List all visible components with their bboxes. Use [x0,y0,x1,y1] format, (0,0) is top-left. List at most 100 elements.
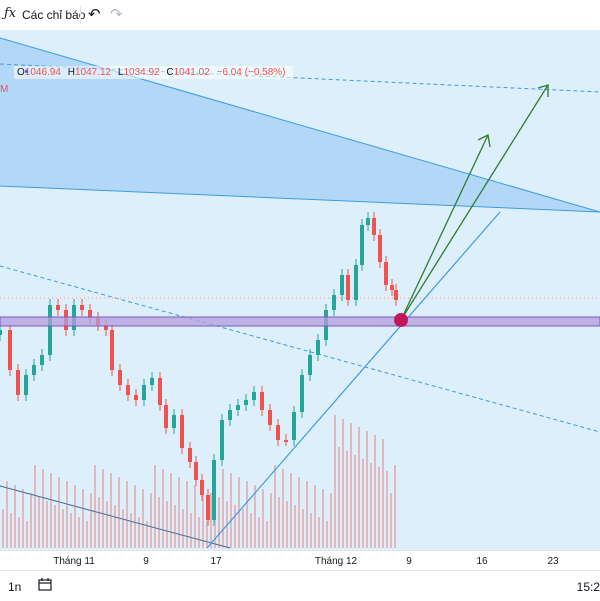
volume-bar [34,465,36,548]
symbol-fragment: M [0,84,9,95]
candle-body [16,370,20,395]
candle-body [118,370,122,385]
volume-bar [246,481,248,548]
volume-bar [202,489,204,548]
x-tick-label: 9 [406,556,412,567]
volume-bar [378,467,380,548]
volume-bar [14,485,16,548]
dashed-mid-line [0,265,600,433]
volume-bar [38,497,40,548]
volume-bar [118,477,120,548]
volume-bar [50,473,52,548]
open-value: 1046.94 [24,67,61,78]
volume-bar [90,493,92,548]
volume-bar [126,481,128,548]
volume-bar [54,505,56,548]
redo-icon[interactable]: ↷ [110,6,123,23]
volume-bar [318,517,320,548]
high-value: 1047.12 [74,67,112,78]
projection-arrow-2 [400,84,549,321]
volume-bar [330,493,332,548]
projection-arrow-1-head [477,134,491,148]
ascending-trend-line [206,211,501,549]
volume-bar [110,473,112,548]
volume-bar [302,509,304,548]
volume-bar [210,493,212,548]
volume-bar [354,455,356,548]
volume-bar [138,517,140,548]
volume-bar [66,481,68,548]
volume-bar [346,451,348,548]
projection-arrow-2-head [537,84,549,97]
range-button[interactable]: 1n [8,580,22,594]
projection-arrow-1 [400,134,489,321]
candle-body [366,218,370,225]
volume-bar [190,513,192,548]
candle-body [8,330,12,370]
ohlc-legend: O1046.94 H1047.12 L1034.92 C1041.02 −6.0… [14,66,293,79]
volume-bar [394,465,396,548]
candle-body [346,275,350,300]
volume-bar [294,505,296,548]
candle-body [194,462,198,480]
volume-bar [82,489,84,548]
candle-body [252,392,256,400]
volume-bar [166,501,168,548]
volume-bar [70,513,72,548]
volume-bar [26,521,28,548]
volume-bar [274,465,276,548]
volume-bar [262,489,264,548]
undo-icon[interactable]: ↶ [88,6,101,23]
volume-bar [86,521,88,548]
volume-bar [338,447,340,548]
candle-body [134,395,138,400]
time-axis[interactable]: Tháng 11 9 17 Tháng 12 9 16 23 [0,550,600,571]
volume-bar [218,497,220,548]
volume-bar [314,485,316,548]
volume-bar [238,477,240,548]
volume-bar [186,481,188,548]
candles [0,212,398,526]
channel-lower-line [0,185,600,213]
candle-body [236,405,240,410]
candle-body [110,330,114,370]
close-label: C [166,67,174,78]
volume-bar [342,419,344,548]
lower-descending-line [0,485,231,549]
volume-bar [286,501,288,548]
candle-body [220,420,224,460]
candle-body [284,440,288,442]
candle-body [316,340,320,355]
volume-bar [6,481,8,548]
candle-body [164,405,168,428]
fx-icon[interactable]: ƒx [4,6,17,21]
volume-bar [146,521,148,548]
candle-body [32,365,36,375]
candle-body [354,265,358,300]
volume-bar [258,517,260,548]
indicators-button[interactable]: Các chỉ báo [22,8,86,22]
volume-bar [234,505,236,548]
volume-bar [150,493,152,548]
volume-bar [270,493,272,548]
volume-bar [326,521,328,548]
volume-bar [374,435,376,548]
candle-body [260,392,264,410]
volume-bars [2,415,396,548]
candle-body [200,480,204,495]
volume-bar [154,465,156,548]
volume-bar [230,473,232,548]
candle-body [180,415,184,448]
volume-bar [30,493,32,548]
volume-bar [382,439,384,548]
candle-body [340,275,344,295]
chart-pane[interactable]: O1046.94 H1047.12 L1034.92 C1041.02 −6.0… [0,30,600,570]
candle-body [360,225,364,265]
volume-bar [282,469,284,548]
price-chart[interactable] [0,30,600,570]
volume-bar [298,477,300,548]
calendar-icon[interactable] [38,578,52,591]
low-value: 1034.92 [123,67,160,78]
candle-body [0,330,2,335]
volume-bar [170,473,172,548]
